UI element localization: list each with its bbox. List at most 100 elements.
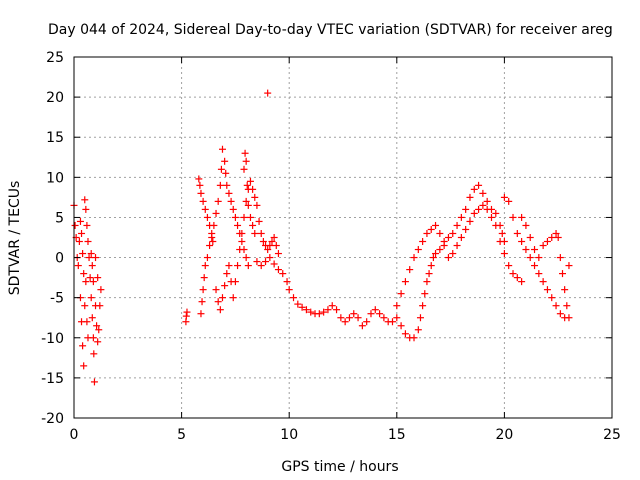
x-tick-label: 15 (388, 427, 406, 443)
data-point (236, 246, 244, 254)
data-point (242, 157, 250, 165)
data-point (80, 362, 88, 370)
data-point (483, 205, 491, 213)
y-tick-label: -10 (41, 331, 64, 347)
y-axis-label: SDTVAR / TECUs (7, 181, 23, 296)
data-point (556, 254, 564, 262)
y-tick-label: 15 (46, 130, 64, 146)
data-point (251, 193, 259, 201)
data-point (554, 234, 562, 241)
data-marks (70, 89, 573, 386)
data-point (227, 197, 235, 205)
data-point (243, 181, 251, 189)
data-point (212, 286, 220, 294)
data-point (427, 262, 435, 270)
data-point (96, 302, 104, 310)
x-axis-label: GPS time / hours (281, 459, 398, 475)
data-point (432, 250, 440, 258)
data-point (414, 326, 422, 334)
data-point (522, 221, 530, 229)
data-point (513, 274, 521, 282)
y-tick-label: 25 (46, 50, 64, 66)
data-point (563, 302, 571, 310)
data-point (82, 205, 90, 213)
data-point (432, 221, 440, 229)
data-point (393, 302, 401, 310)
data-point (492, 209, 500, 217)
data-point (363, 318, 371, 326)
data-point (380, 314, 388, 322)
data-point (206, 242, 214, 250)
data-point (397, 322, 405, 330)
data-point (203, 254, 211, 262)
data-point (87, 250, 95, 258)
data-point (218, 294, 226, 302)
data-point (552, 302, 560, 310)
data-point (240, 165, 248, 173)
data-point (274, 250, 282, 258)
data-point (268, 238, 276, 246)
data-point (266, 254, 274, 262)
data-point (500, 193, 508, 201)
data-point (93, 322, 101, 330)
data-point (221, 157, 229, 165)
data-point (453, 221, 461, 229)
data-point (257, 229, 265, 237)
data-point (85, 254, 93, 262)
data-point (279, 270, 287, 278)
data-point (88, 262, 96, 270)
data-point (410, 254, 418, 262)
data-point (200, 274, 208, 282)
data-point (505, 262, 513, 270)
data-point (449, 250, 457, 258)
data-point (513, 229, 521, 237)
data-point (83, 318, 91, 326)
data-point (195, 175, 203, 183)
data-point (71, 221, 79, 229)
data-point (251, 229, 259, 237)
data-point (444, 254, 452, 262)
data-point (242, 254, 250, 262)
data-point (436, 229, 444, 237)
y-tick-label: 10 (46, 170, 64, 186)
data-point (242, 197, 250, 205)
y-tick-label: -15 (41, 371, 64, 387)
data-point (197, 310, 205, 318)
data-point (231, 278, 239, 286)
data-point (498, 229, 506, 237)
data-point (229, 205, 237, 213)
x-tick-label: 25 (603, 427, 621, 443)
data-point (406, 266, 414, 274)
y-tick-label: 20 (46, 90, 64, 106)
data-point (487, 213, 495, 221)
data-point (294, 300, 302, 308)
data-point (201, 205, 209, 213)
y-tick-label: 0 (55, 251, 64, 267)
data-point (556, 310, 564, 318)
data-point (565, 262, 573, 270)
data-point (436, 246, 444, 254)
data-point (526, 254, 534, 262)
data-point (90, 378, 98, 386)
data-point (87, 294, 95, 302)
data-point (222, 169, 230, 177)
data-point (84, 238, 92, 246)
data-point (234, 262, 242, 270)
data-point (262, 258, 270, 266)
data-point (419, 238, 427, 246)
data-point (79, 250, 87, 258)
data-point (421, 290, 429, 298)
data-point (231, 213, 239, 221)
data-point (197, 189, 205, 197)
x-tick-label: 10 (280, 427, 298, 443)
data-point (182, 312, 190, 320)
data-point (221, 282, 229, 290)
data-point (92, 254, 100, 262)
data-point (466, 193, 474, 201)
data-point (264, 246, 272, 254)
data-point (483, 197, 491, 205)
data-point (414, 246, 422, 254)
data-point (253, 201, 261, 209)
data-point (388, 318, 396, 326)
